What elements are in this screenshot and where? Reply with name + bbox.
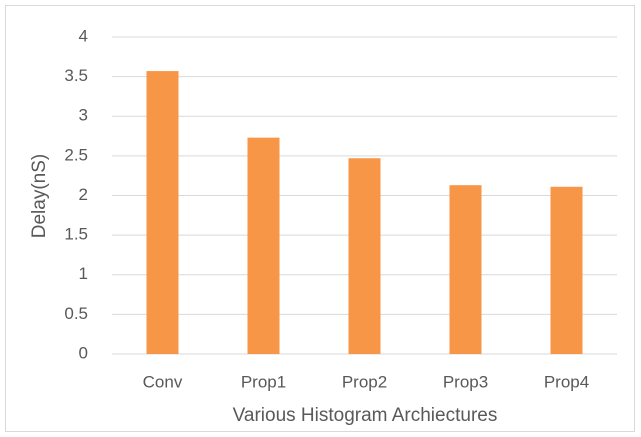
x-tick-label: Prop4 — [544, 372, 589, 391]
y-axis-label: Delay(nS) — [29, 154, 50, 238]
y-tick-label: 4 — [79, 26, 88, 45]
y-tick-label: 3 — [79, 106, 88, 125]
x-tick-label: Prop3 — [443, 372, 488, 391]
y-tick-label: 1 — [79, 264, 88, 283]
x-axis-label: Various Histogram Archiectures — [233, 405, 498, 426]
bar — [449, 185, 482, 354]
y-tick-label: 2.5 — [64, 145, 88, 164]
bar — [348, 158, 381, 354]
bar — [146, 71, 179, 354]
y-tick-label: 3.5 — [64, 66, 88, 85]
y-tick-label: 2 — [79, 185, 88, 204]
chart-border — [5, 5, 635, 432]
y-tick-label: 0 — [79, 343, 88, 362]
y-tick-label: 1.5 — [64, 225, 88, 244]
x-tick-label: Prop1 — [241, 372, 286, 391]
bar — [247, 137, 280, 354]
bar — [550, 186, 583, 354]
x-tick-label: Conv — [143, 372, 183, 391]
y-tick-label: 0.5 — [64, 304, 88, 323]
x-tick-label: Prop2 — [342, 372, 387, 391]
